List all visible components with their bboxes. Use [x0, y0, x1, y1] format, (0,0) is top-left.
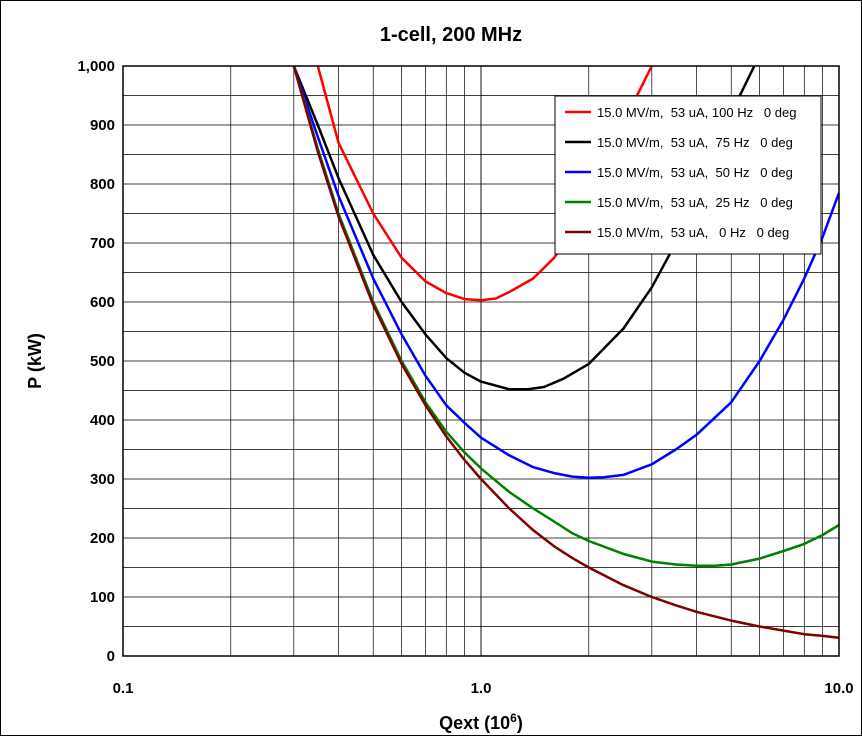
x-tick-label: 0.1 — [113, 680, 134, 697]
y-tick-label: 400 — [90, 412, 115, 429]
x-axis-label-base: Qext (10 — [439, 713, 510, 733]
x-axis-label-exponent: 6 — [510, 711, 517, 725]
legend-entry-4: 15.0 MV/m, 53 uA, 25 Hz 0 deg — [597, 195, 793, 210]
x-axis-label: Qext (106) — [439, 711, 523, 733]
y-tick-label: 800 — [90, 176, 115, 193]
legend-entry-3: 15.0 MV/m, 53 uA, 50 Hz 0 deg — [597, 165, 793, 180]
x-axis-ticks: 0.1 1.0 10.0 — [113, 680, 854, 697]
series-line-4 — [292, 66, 839, 567]
y-tick-label: 0 — [107, 648, 115, 665]
y-axis-ticks: 0 100 200 300 400 500 600 700 800 900 1,000 — [77, 58, 115, 665]
y-tick-label: 1,000 — [77, 58, 115, 75]
y-tick-label: 300 — [90, 471, 115, 488]
y-tick-label: 200 — [90, 530, 115, 547]
x-axis-label-close: ) — [517, 713, 523, 733]
series-line-3 — [292, 66, 839, 480]
series-line-5 — [292, 66, 839, 639]
plot-area — [122, 65, 840, 657]
grid — [122, 65, 840, 657]
legend-entry-5: 15.0 MV/m, 53 uA, 0 Hz 0 deg — [597, 225, 789, 240]
y-tick-label: 600 — [90, 294, 115, 311]
legend-box — [554, 95, 822, 255]
legend-entry-1: 15.0 MV/m, 53 uA, 100 Hz 0 deg — [597, 105, 796, 120]
legend-entry-2: 15.0 MV/m, 53 uA, 75 Hz 0 deg — [597, 135, 793, 150]
chart-title: 1-cell, 200 MHz — [380, 24, 522, 46]
x-tick-label: 10.0 — [824, 680, 853, 697]
y-tick-label: 500 — [90, 353, 115, 370]
y-tick-label: 900 — [90, 117, 115, 134]
legend: 15.0 MV/m, 53 uA, 100 Hz 0 deg 15.0 MV/m,… — [554, 95, 822, 255]
x-tick-label: 1.0 — [471, 680, 492, 697]
y-axis-label: P (kW) — [25, 333, 45, 389]
y-tick-label: 700 — [90, 235, 115, 252]
y-tick-label: 100 — [90, 589, 115, 606]
